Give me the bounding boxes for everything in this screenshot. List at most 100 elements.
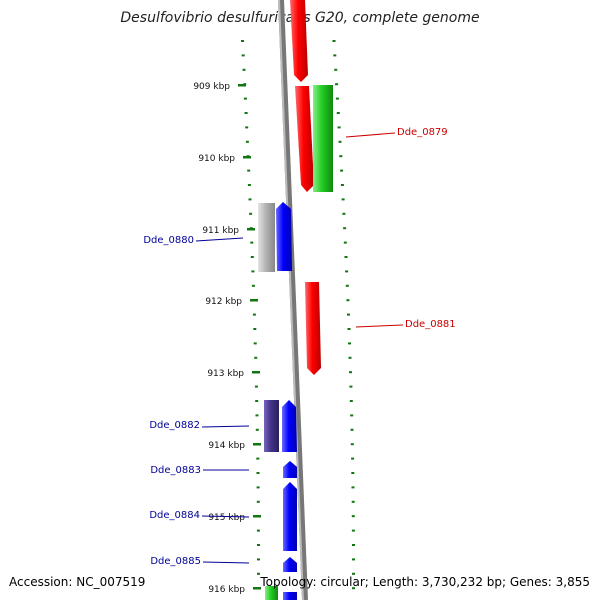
gene-label-dde-0883[interactable]: Dde_0883 (150, 465, 249, 476)
ruler-dot (244, 112, 248, 114)
ruler-left (241, 40, 260, 590)
ruler-dot (349, 371, 352, 374)
ruler-dot (351, 500, 355, 503)
tick-910: 910 kbp (198, 154, 251, 164)
svg-text:Dde_0881: Dde_0881 (405, 319, 456, 330)
gene-feature-blue[interactable] (283, 461, 297, 478)
ruler-right (332, 40, 355, 590)
gene-label-dde-0879[interactable]: Dde_0879 (345, 127, 448, 138)
genome-backbone (278, 0, 308, 600)
svg-text:Dde_0880: Dde_0880 (143, 235, 194, 246)
ruler-dot (250, 256, 254, 258)
ruler-dot (333, 54, 337, 57)
ruler-dot (256, 529, 260, 532)
ruler-dot (255, 400, 259, 402)
svg-text:Dde_0883: Dde_0883 (150, 465, 201, 476)
ruler-dot (340, 184, 344, 186)
tick-914: 914 kbp (208, 441, 261, 451)
svg-text:Dde_0882: Dde_0882 (149, 420, 200, 431)
ruler-dot (348, 342, 351, 345)
tick-label: 910 kbp (198, 154, 235, 164)
ruler-dot (345, 270, 349, 273)
tick-label: 912 kbp (205, 297, 242, 307)
ruler-dot (257, 558, 260, 561)
tick-912: 912 kbp (205, 297, 258, 307)
ruler-dot (255, 428, 259, 431)
ruler-dot (257, 572, 260, 575)
ruler-dot (241, 54, 245, 57)
tick-913: 913 kbp (207, 369, 260, 379)
ruler-dot (346, 299, 350, 302)
ruler-dot (350, 428, 354, 431)
ruler-dot (241, 40, 244, 42)
tick-label: 911 kbp (202, 226, 239, 236)
ruler-dot (243, 97, 247, 100)
ruler-dot (336, 112, 340, 114)
ruler-dot (343, 241, 347, 244)
ruler-dot (250, 241, 254, 244)
gene-label-dde-0880[interactable]: Dde_0880 (143, 235, 244, 246)
gene-feature-blue-bottom[interactable] (283, 592, 297, 600)
gene-feature-blue[interactable] (282, 400, 297, 452)
ruler-dot (245, 126, 249, 129)
ruler-dot (257, 544, 260, 546)
ruler-dot (254, 356, 258, 359)
svg-text:Dde_0885: Dde_0885 (150, 556, 201, 567)
gene-label-dde-0881[interactable]: Dde_0881 (355, 319, 456, 330)
ruler-dot (351, 472, 355, 474)
ruler-dot (339, 155, 343, 158)
genome-backbone-highlight (278, 0, 304, 600)
ruler-dot (253, 342, 257, 345)
gene-feature-green[interactable] (313, 85, 333, 192)
tick-916: 916 kbp (208, 585, 261, 595)
ruler-dot (342, 212, 346, 215)
ruler-dot (256, 472, 260, 474)
genome-summary: Topology: circular; Length: 3,730,232 bp… (260, 575, 590, 589)
gene-feature-blue[interactable] (283, 557, 297, 572)
ruler-dot (347, 313, 350, 316)
ruler-dot (251, 284, 255, 287)
ruler-dot (344, 256, 348, 258)
ruler-dot (350, 443, 354, 446)
ruler-dot (256, 500, 260, 503)
ruler-dot (351, 457, 355, 460)
ruler-dot (251, 270, 255, 273)
gene-feature-red-top[interactable] (290, 0, 308, 82)
gene-feature-red[interactable] (305, 282, 321, 375)
ruler-dot (253, 328, 257, 330)
gene-feature-blue[interactable] (276, 202, 292, 271)
tick-911: 911 kbp (202, 226, 255, 236)
gene-feature-red[interactable] (295, 86, 314, 192)
ruler-dot (334, 68, 338, 71)
gene-feature-gray[interactable] (258, 203, 275, 272)
gene-label-dde-0884[interactable]: Dde_0884 (149, 510, 250, 521)
ruler-dot (247, 169, 251, 172)
tick-label: 915 kbp (208, 513, 245, 523)
ruler-dot (351, 515, 355, 518)
gene-feature-blue[interactable] (283, 482, 297, 551)
ruler-dot (341, 198, 345, 201)
gene-label-dde-0882[interactable]: Dde_0882 (149, 420, 250, 431)
svg-text:Dde_0879: Dde_0879 (397, 127, 448, 138)
ruler-dot (256, 486, 260, 489)
ruler-dot (352, 587, 355, 590)
ruler-dot (352, 544, 355, 546)
ruler-dot (335, 83, 339, 86)
ruler-dot (247, 184, 251, 186)
gene-label-dde-0885[interactable]: Dde_0885 (150, 556, 250, 567)
tick-label: 916 kbp (208, 585, 245, 595)
ruler-dot (248, 198, 252, 201)
ruler-dot (349, 385, 353, 388)
ruler-dot (340, 169, 344, 172)
tick-label: 913 kbp (207, 369, 244, 379)
ruler-dot (348, 356, 352, 359)
ruler-dot (338, 140, 342, 143)
tick-909: 909 kbp (193, 82, 246, 92)
gene-feature-purple[interactable] (264, 400, 279, 452)
tick-label: 914 kbp (208, 441, 245, 451)
tick-label: 909 kbp (193, 82, 230, 92)
gene-feature-green-bottom[interactable] (265, 586, 278, 600)
ruler-dot (351, 486, 355, 489)
ruler-dot (352, 558, 355, 561)
